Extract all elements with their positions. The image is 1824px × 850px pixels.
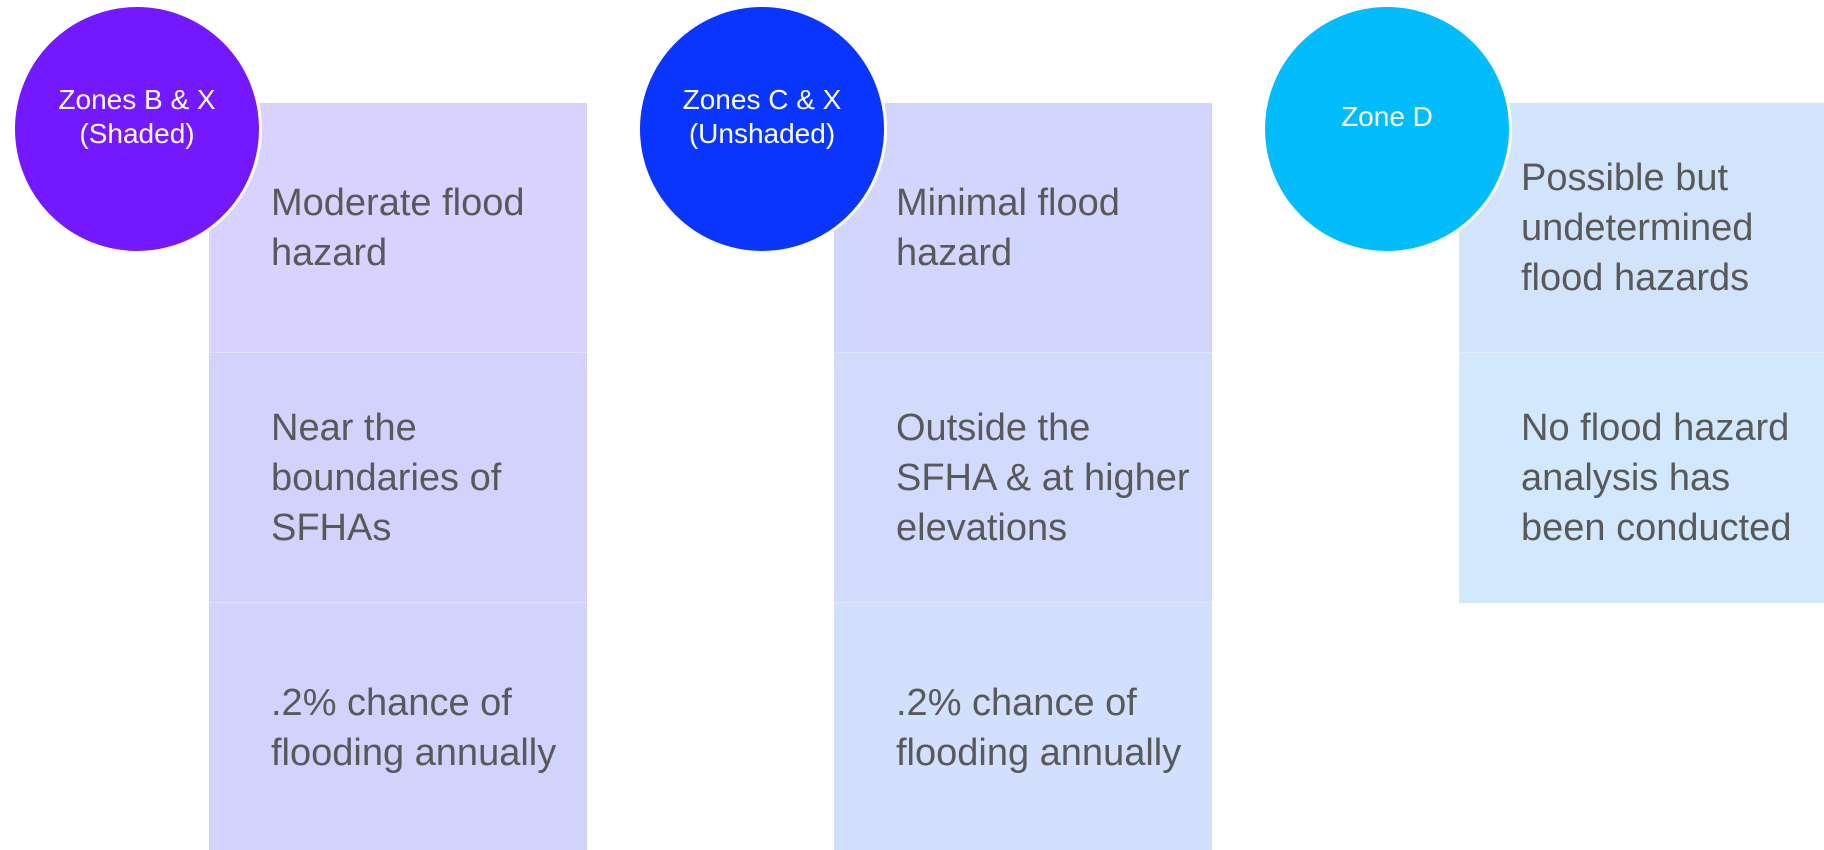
zone-detail-row: Outside the SFHA & at higher elevations [834, 353, 1212, 603]
zone-detail-text: Near the boundaries of SFHAs [271, 406, 502, 549]
zone-badge: Zones C & X (Unshaded) [637, 4, 887, 254]
zone-detail-text: Possible but undetermined flood hazards [1521, 156, 1754, 299]
zone-detail-row: Minimal flood hazard [834, 103, 1212, 353]
zone-details-stack: Possible but undetermined flood hazards … [1459, 103, 1824, 603]
zone-details-stack: Minimal flood hazard Outside the SFHA & … [834, 103, 1212, 850]
zone-detail-text: .2% chance of flooding annually [896, 682, 1182, 774]
zone-detail-row: .2% chance of flooding annually [209, 603, 587, 850]
zone-detail-row: No flood hazard analysis has been conduc… [1459, 353, 1824, 603]
zone-badge-label: Zones B & X (Shaded) [58, 84, 216, 149]
zone-detail-text: Moderate flood hazard [271, 181, 525, 274]
zone-detail-row: Moderate flood hazard [209, 103, 587, 353]
zone-badge: Zones B & X (Shaded) [12, 4, 262, 254]
zone-badge-label: Zones C & X (Unshaded) [682, 84, 842, 149]
zone-detail-text: No flood hazard analysis has been conduc… [1521, 407, 1792, 549]
zone-detail-text: .2% chance of flooding annually [271, 682, 557, 774]
zone-detail-row: .2% chance of flooding annually [834, 603, 1212, 850]
zone-detail-row: Possible but undetermined flood hazards [1459, 103, 1824, 353]
zone-detail-row: Near the boundaries of SFHAs [209, 353, 587, 603]
zone-detail-text: Minimal flood hazard [896, 181, 1120, 274]
zone-details-stack: Moderate flood hazard Near the boundarie… [209, 103, 587, 850]
zone-detail-text: Outside the SFHA & at higher elevations [896, 406, 1190, 549]
zone-badge-label: Zone D [1341, 101, 1433, 132]
zone-badge: Zone D [1262, 4, 1512, 254]
